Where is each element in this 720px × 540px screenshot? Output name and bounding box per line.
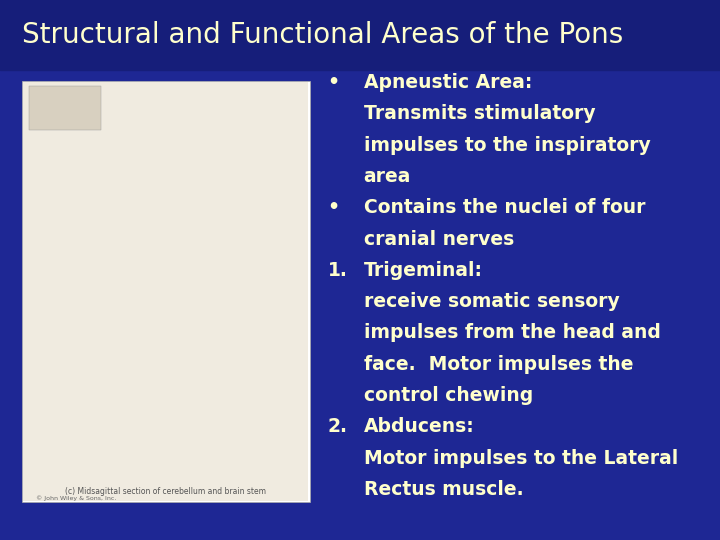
Text: control chewing: control chewing bbox=[364, 386, 533, 405]
Text: impulses from the head and: impulses from the head and bbox=[364, 323, 660, 342]
Text: Transmits stimulatory: Transmits stimulatory bbox=[364, 104, 595, 123]
Text: •: • bbox=[328, 73, 340, 92]
Bar bbox=[22, 81, 310, 502]
Text: Motor impulses to the Lateral: Motor impulses to the Lateral bbox=[364, 449, 678, 468]
Text: Abducens:: Abducens: bbox=[364, 417, 474, 436]
Text: receive somatic sensory: receive somatic sensory bbox=[364, 292, 619, 311]
Bar bbox=[0, 0, 720, 70]
Text: Contains the nuclei of four: Contains the nuclei of four bbox=[364, 198, 645, 217]
Text: •: • bbox=[328, 198, 340, 217]
Text: impulses to the inspiratory: impulses to the inspiratory bbox=[364, 136, 650, 154]
Text: Rectus muscle.: Rectus muscle. bbox=[364, 480, 523, 499]
Text: Structural and Functional Areas of the Pons: Structural and Functional Areas of the P… bbox=[22, 21, 623, 49]
Text: 2.: 2. bbox=[328, 417, 348, 436]
Text: cranial nerves: cranial nerves bbox=[364, 230, 514, 248]
Bar bbox=[29, 86, 101, 130]
Text: 1.: 1. bbox=[328, 261, 348, 280]
Bar bbox=[23, 82, 308, 501]
Text: © John Wiley & Sons, Inc.: © John Wiley & Sons, Inc. bbox=[36, 495, 117, 501]
Text: Apneustic Area:: Apneustic Area: bbox=[364, 73, 532, 92]
Text: Trigeminal:: Trigeminal: bbox=[364, 261, 482, 280]
Text: area: area bbox=[364, 167, 411, 186]
Text: (c) Midsagittal section of cerebellum and brain stem: (c) Midsagittal section of cerebellum an… bbox=[65, 487, 266, 496]
Text: face.  Motor impulses the: face. Motor impulses the bbox=[364, 355, 633, 374]
